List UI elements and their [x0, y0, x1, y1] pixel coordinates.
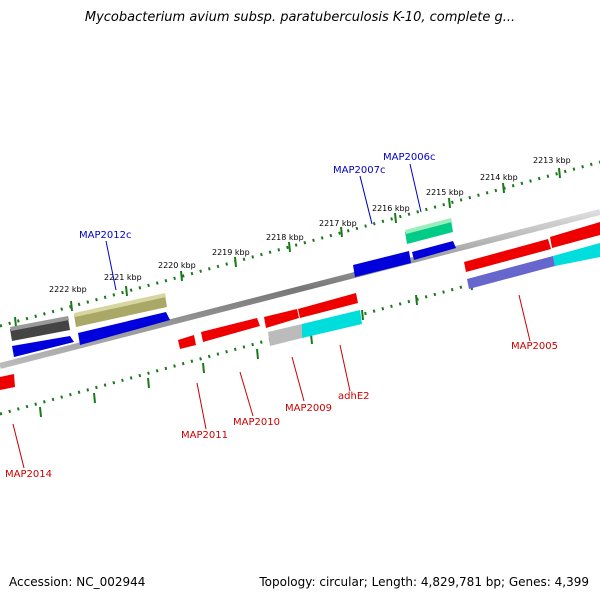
major-tick — [93, 392, 96, 404]
tick-label: 2219 kbp — [212, 248, 250, 257]
major-tick — [125, 285, 128, 297]
gene-label-map2007c: MAP2007c — [333, 165, 385, 176]
major-tick — [288, 241, 291, 253]
major-tick — [415, 294, 418, 306]
leader-map2014 — [12, 423, 25, 469]
gene-arrow[interactable] — [553, 243, 600, 266]
gene-label-map2005: MAP2005 — [511, 341, 558, 352]
leader-map2006c — [409, 163, 422, 213]
leader-map2012c — [105, 240, 117, 291]
gene-arrow[interactable] — [268, 324, 302, 346]
gene-arrow-map2012c[interactable] — [74, 295, 167, 327]
major-tick — [448, 197, 451, 209]
tick-label: 2216 kbp — [372, 204, 410, 213]
gene-arrow-map2006c[interactable] — [405, 220, 453, 244]
gene-label-map2012c: MAP2012c — [79, 230, 131, 241]
major-tick — [340, 226, 343, 238]
major-tick — [558, 167, 561, 179]
leader-map2007c — [359, 175, 373, 225]
gene-arrow-map2007c[interactable] — [353, 251, 411, 277]
genome-backbone — [0, 209, 600, 369]
major-tick — [361, 309, 364, 321]
label-leaders — [12, 163, 531, 469]
tick-label: 2218 kbp — [266, 233, 304, 242]
gene-label-map2010: MAP2010 — [233, 417, 280, 428]
leader-map2010 — [239, 371, 254, 417]
tick-label: 2214 kbp — [480, 173, 518, 182]
gene-arrow-map2009[interactable] — [264, 309, 299, 328]
major-tick — [39, 406, 42, 418]
gene-label-map2014: MAP2014 — [5, 469, 52, 480]
tick-label: 2215 kbp — [426, 188, 464, 197]
major-tick — [502, 182, 505, 194]
major-tick — [202, 362, 205, 374]
summary-text: Topology: circular; Length: 4,829,781 bp… — [259, 575, 589, 589]
gene-arrow-map2005[interactable] — [464, 239, 551, 272]
major-tick — [70, 300, 73, 312]
gene-arrow-map2011[interactable] — [178, 335, 196, 349]
major-tick — [180, 270, 183, 282]
gene-arrow-map2014[interactable] — [0, 374, 15, 390]
gene-label-adhE2: adhE2 — [338, 391, 370, 402]
gene-arrow[interactable] — [10, 316, 69, 331]
tick-label: 2221 kbp — [104, 273, 142, 282]
major-tick — [256, 348, 259, 360]
gene-arrow-map2006c-top[interactable] — [405, 218, 452, 234]
gene-arrow[interactable] — [467, 256, 555, 289]
leader-map2011 — [196, 382, 207, 430]
tick-label: 2222 kbp — [49, 285, 87, 294]
major-tick — [147, 377, 150, 389]
gene-arrow[interactable] — [412, 241, 456, 260]
gene-arrow[interactable] — [550, 222, 600, 248]
major-tick — [234, 256, 237, 268]
map-title: Mycobacterium avium subsp. paratuberculo… — [84, 10, 516, 25]
tick-label: 2213 kbp — [533, 156, 571, 165]
leader-map2005 — [518, 294, 531, 342]
top-strand-genes — [10, 218, 453, 341]
gene-arrow[interactable] — [78, 312, 170, 345]
gene-label-map2006c: MAP2006c — [383, 152, 435, 163]
gene-label-map2009: MAP2009 — [285, 403, 332, 414]
major-ticks-upper — [14, 167, 561, 328]
gene-arrow-map2010[interactable] — [201, 318, 260, 342]
gene-arrow-adhE2[interactable] — [298, 293, 358, 318]
gene-arrow[interactable] — [12, 336, 74, 357]
tick-track-lower — [0, 280, 481, 416]
major-tick — [14, 316, 17, 328]
gene-arrow-adhE2-alt[interactable] — [302, 310, 362, 338]
gene-arrow[interactable] — [10, 318, 70, 341]
major-tick — [394, 212, 397, 224]
tick-track-upper — [0, 160, 600, 328]
bottom-strand-genes — [0, 222, 600, 390]
tick-label: 2220 kbp — [158, 261, 196, 270]
leader-map2009 — [291, 356, 305, 402]
gene-label-map2011: MAP2011 — [181, 430, 228, 441]
accession-text: Accession: NC_002944 — [9, 575, 146, 589]
gene-arrow-map2012c-top[interactable] — [74, 293, 166, 317]
tick-label: 2217 kbp — [319, 219, 357, 228]
leader-adhE2 — [339, 344, 351, 392]
